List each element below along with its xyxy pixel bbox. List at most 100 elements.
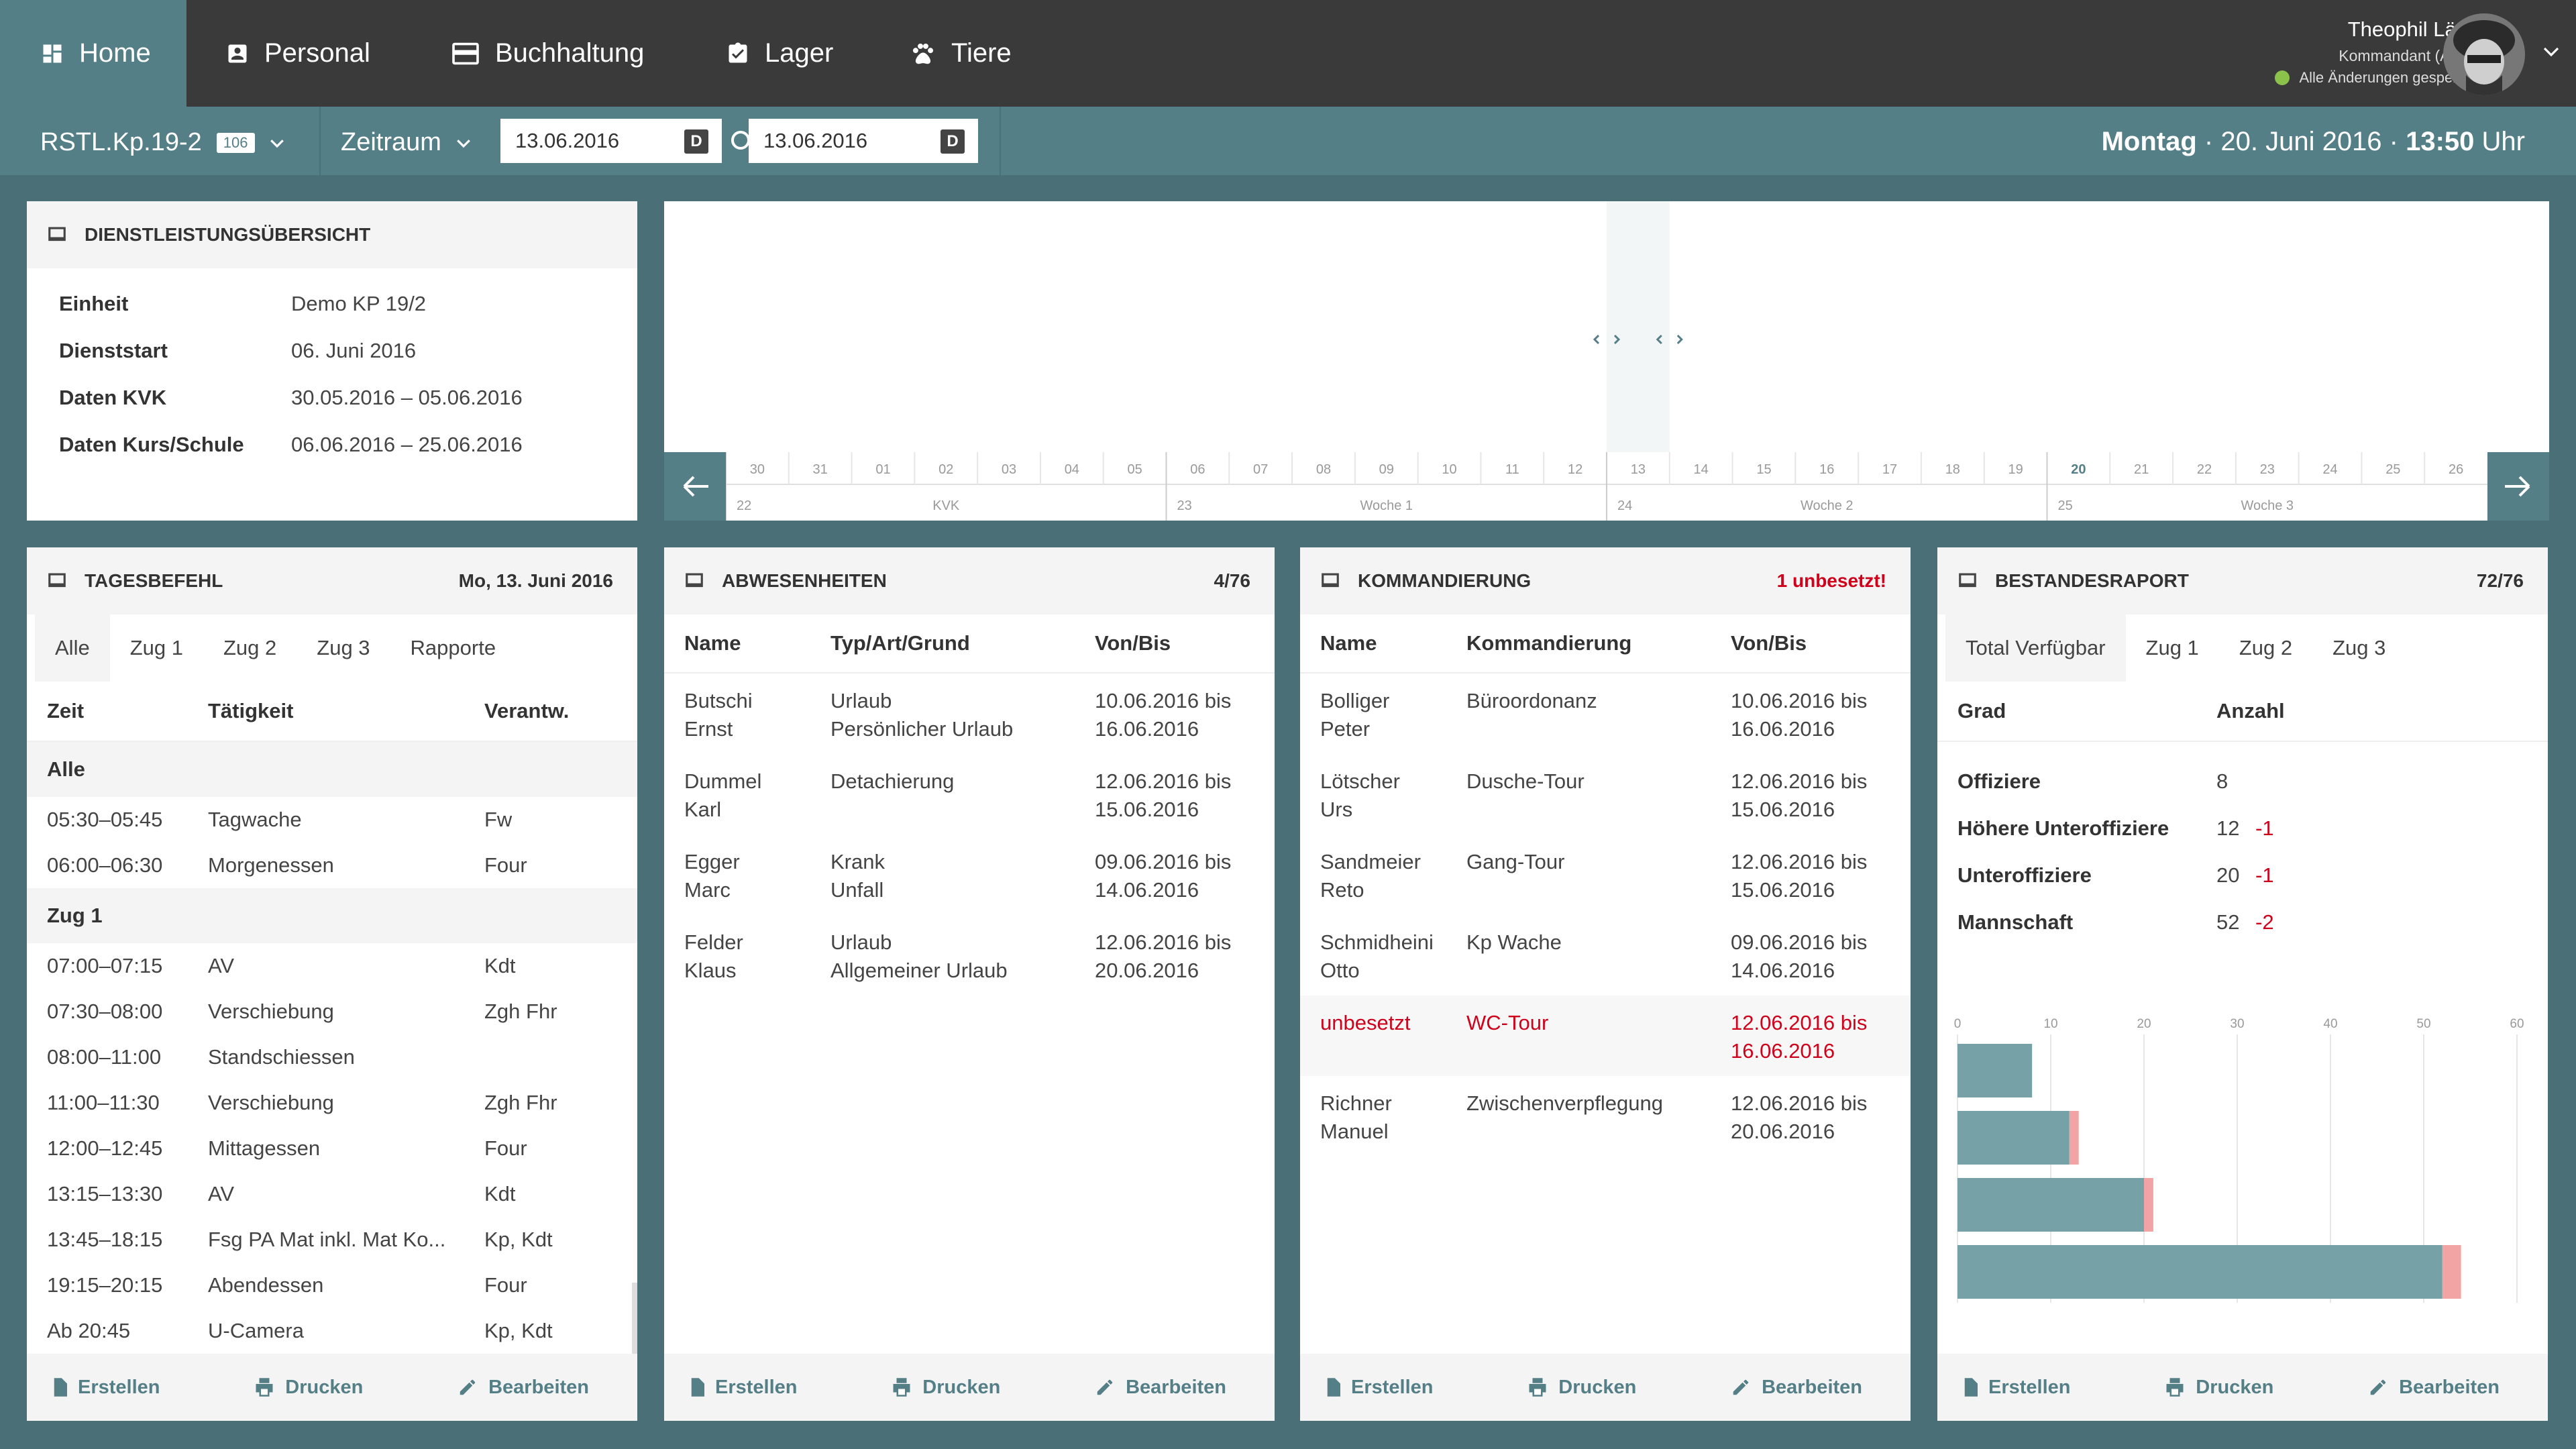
day-label[interactable]: 25 bbox=[2385, 462, 2400, 477]
divider bbox=[1000, 107, 1001, 175]
day-label[interactable]: 12 bbox=[1568, 462, 1582, 477]
day-label[interactable]: 24 bbox=[2322, 462, 2337, 477]
day-label[interactable]: 11 bbox=[1505, 462, 1519, 477]
date-picker-button[interactable]: D bbox=[684, 129, 708, 154]
tab-zug-2[interactable]: Zug 2 bbox=[2239, 636, 2293, 659]
create-button[interactable]: Erstellen bbox=[52, 1377, 160, 1399]
table-row[interactable]: Lötscher Urs Dusche-Tour 12.06.2016 bis 15.0… bbox=[1300, 754, 1911, 835]
table-row[interactable]: 11:00–11:30 Verschiebung Zgh Fhr bbox=[27, 1080, 637, 1126]
table-row[interactable]: 13:15–13:30 AV Kdt bbox=[27, 1171, 637, 1217]
create-button[interactable]: Erstellen bbox=[1963, 1377, 2071, 1399]
table-row[interactable]: Butschi Ernst Urlaub Persönlicher Urlaub 10.… bbox=[664, 674, 1275, 754]
group-header: Zug 1 bbox=[27, 888, 637, 943]
day-label[interactable]: 08 bbox=[1316, 462, 1331, 477]
bestand-tabs: Total Verfügbar Zug 1 Zug 2 Zug 3 bbox=[1937, 614, 2548, 682]
avatar[interactable] bbox=[2443, 13, 2525, 95]
overview-value: 06.06.2016 – 25.06.2016 bbox=[291, 433, 523, 456]
tab-zug-1[interactable]: Zug 1 bbox=[2145, 636, 2199, 659]
period-to: 14.06.2016 bbox=[1095, 878, 1199, 902]
bar-missing bbox=[2442, 1245, 2461, 1299]
range-selector[interactable]: Zeitraum bbox=[341, 128, 474, 157]
day-label[interactable]: 18 bbox=[1945, 462, 1960, 477]
table-row-unassigned[interactable]: unbesetzt WC-Tour 12.06.2016 bis 16.06.2016 bbox=[1300, 996, 1911, 1076]
table-row[interactable]: 07:00–07:15 AV Kdt bbox=[27, 943, 637, 989]
table-row[interactable]: 08:00–11:00 Standschiessen bbox=[27, 1034, 637, 1080]
create-button[interactable]: Erstellen bbox=[1326, 1377, 1434, 1399]
day-label[interactable]: 06 bbox=[1190, 462, 1205, 477]
table-row[interactable]: Richner Manuel Zwischenverpflegung 12.06.20… bbox=[1300, 1076, 1911, 1157]
day-label[interactable]: 30 bbox=[750, 462, 765, 477]
edit-button[interactable]: Bearbeiten bbox=[458, 1377, 589, 1399]
table-row[interactable]: Felder Klaus Urlaub Allgemeiner Urlaub 12.06… bbox=[664, 915, 1275, 996]
day-label[interactable]: 07 bbox=[1253, 462, 1268, 477]
overview-value: 30.05.2016 – 05.06.2016 bbox=[291, 386, 523, 409]
tab-zug-3[interactable]: Zug 3 bbox=[317, 636, 370, 659]
count-cell: 20 bbox=[2216, 863, 2240, 887]
day-label[interactable]: 23 bbox=[2260, 462, 2275, 477]
tab-total-verfügbar[interactable]: Total Verfügbar bbox=[1945, 614, 2126, 682]
date-picker-button[interactable]: D bbox=[941, 129, 965, 154]
day-label[interactable]: 14 bbox=[1694, 462, 1709, 477]
day-label[interactable]: 26 bbox=[2449, 462, 2463, 477]
day-label[interactable]: 15 bbox=[1756, 462, 1771, 477]
name-cell: Butschi Ernst bbox=[684, 687, 830, 743]
day-label[interactable]: 09 bbox=[1379, 462, 1394, 477]
nav-lager[interactable]: Lager bbox=[726, 0, 833, 107]
date-from-field[interactable]: 13.06.2016 D bbox=[500, 119, 722, 163]
name-cell: unbesetzt bbox=[1320, 1009, 1466, 1037]
table-row[interactable]: Bolliger Peter Büroordonanz 10.06.2016 bis 1… bbox=[1300, 674, 1911, 754]
scrollbar[interactable] bbox=[632, 1283, 637, 1390]
edit-button[interactable]: Bearbeiten bbox=[2368, 1377, 2500, 1399]
day-label[interactable]: 05 bbox=[1127, 462, 1142, 477]
table-row[interactable]: Ab 20:45 U-Camera Kp, Kdt bbox=[27, 1308, 637, 1354]
tab-zug-2[interactable]: Zug 2 bbox=[223, 636, 277, 659]
create-button[interactable]: Erstellen bbox=[690, 1377, 798, 1399]
unit-selector[interactable]: RSTL.Kp.19-2 106 bbox=[40, 128, 287, 157]
table-row[interactable]: Egger Marc Krank Unfall 09.06.2016 bis 14.06.… bbox=[664, 835, 1275, 915]
day-label[interactable]: 17 bbox=[1882, 462, 1897, 477]
day-label[interactable]: 03 bbox=[1002, 462, 1016, 477]
tab-rapporte[interactable]: Rapporte bbox=[410, 636, 496, 659]
arrow-left-icon bbox=[683, 476, 708, 497]
day-label[interactable]: 01 bbox=[875, 462, 890, 477]
date-to-field[interactable]: 13.06.2016 D bbox=[749, 119, 978, 163]
nav-tiere[interactable]: Tiere bbox=[910, 0, 1012, 107]
edit-button[interactable]: Bearbeiten bbox=[1095, 1377, 1226, 1399]
nav-personal[interactable]: Personal bbox=[225, 0, 370, 107]
day-label[interactable]: 04 bbox=[1065, 462, 1079, 477]
chevron-down-icon[interactable] bbox=[2541, 42, 2561, 62]
day-label[interactable]: 22 bbox=[2197, 462, 2212, 477]
range-handle-icon[interactable] bbox=[1656, 334, 1683, 345]
print-button[interactable]: Drucken bbox=[2165, 1377, 2273, 1399]
tab-zug-1[interactable]: Zug 1 bbox=[129, 636, 183, 659]
day-label[interactable]: 13 bbox=[1631, 462, 1646, 477]
table-row[interactable]: Dummel Karl Detachierung 12.06.2016 bis 15.0… bbox=[664, 754, 1275, 835]
print-button[interactable]: Drucken bbox=[892, 1377, 1000, 1399]
day-label[interactable]: 20 bbox=[2071, 462, 2086, 477]
range-handle-icon[interactable] bbox=[1593, 334, 1621, 345]
table-row[interactable]: Sandmeier Reto Gang-Tour 12.06.2016 bis 15.0… bbox=[1300, 835, 1911, 915]
table-row[interactable]: 12:00–12:45 Mittagessen Four bbox=[27, 1126, 637, 1171]
kommandierung-card: KOMMANDIERUNG 1 unbesetzt! Name Kommandi… bbox=[1300, 547, 1911, 1421]
day-label[interactable]: 10 bbox=[1442, 462, 1456, 477]
time-cell: 11:00–11:30 bbox=[47, 1091, 160, 1114]
tagesbefehl-table[interactable]: Alle 05:30–05:45 Tagwache Fw 06:00–06:30 Morg… bbox=[27, 742, 637, 1354]
day-label[interactable]: 21 bbox=[2134, 462, 2149, 477]
day-label[interactable]: 19 bbox=[2008, 462, 2023, 477]
table-row[interactable]: 06:00–06:30 Morgenessen Four bbox=[27, 843, 637, 888]
edit-button[interactable]: Bearbeiten bbox=[1731, 1377, 1862, 1399]
print-button[interactable]: Drucken bbox=[254, 1377, 363, 1399]
table-row[interactable]: 07:30–08:00 Verschiebung Zgh Fhr bbox=[27, 989, 637, 1034]
table-row[interactable]: 13:45–18:15 Fsg PA Mat inkl. Mat Ko... Kp,… bbox=[27, 1217, 637, 1263]
tab-zug-3[interactable]: Zug 3 bbox=[2332, 636, 2386, 659]
table-row[interactable]: 19:15–20:15 Abendessen Four bbox=[27, 1263, 637, 1308]
print-button[interactable]: Drucken bbox=[1527, 1377, 1636, 1399]
table-row[interactable]: 05:30–05:45 Tagwache Fw bbox=[27, 797, 637, 843]
nav-buchhaltung[interactable]: Buchhaltung bbox=[451, 0, 644, 107]
table-row[interactable]: Schmidheini Otto Kp Wache 09.06.2016 bis 14.… bbox=[1300, 915, 1911, 996]
day-label[interactable]: 02 bbox=[938, 462, 953, 477]
day-label[interactable]: 31 bbox=[813, 462, 828, 477]
day-label[interactable]: 16 bbox=[1819, 462, 1834, 477]
nav-home[interactable]: Home bbox=[0, 0, 186, 107]
tab-alle[interactable]: Alle bbox=[35, 614, 110, 682]
